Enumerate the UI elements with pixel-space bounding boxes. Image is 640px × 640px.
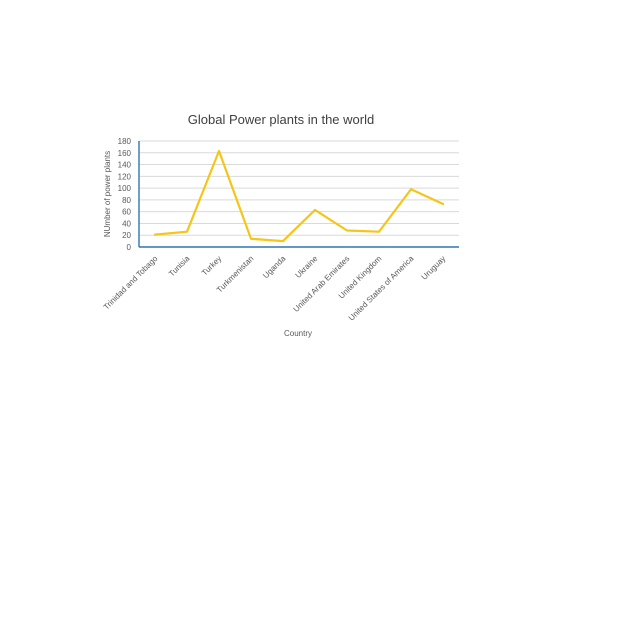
y-tick-label: 40 [122, 219, 131, 228]
y-tick-label: 120 [118, 172, 132, 181]
y-tick-label: 0 [127, 243, 132, 252]
x-tick-label: Uruguay [420, 254, 448, 282]
y-tick-label: 160 [118, 149, 132, 158]
x-tick-label: Turkey [200, 254, 223, 277]
y-tick-label: 180 [118, 137, 132, 146]
y-axis-title: NUmber of power plants [103, 151, 112, 237]
x-tick-label: United States of America [347, 254, 416, 323]
x-tick-label: Uganda [261, 254, 288, 281]
x-tick-label: Tunisia [167, 254, 192, 279]
series-line [153, 149, 445, 243]
gridlines [139, 140, 459, 236]
y-tick-label: 60 [122, 208, 131, 217]
y-tick-label: 140 [118, 161, 132, 170]
y-tick-label: 20 [122, 231, 131, 240]
x-tick-label: United Arab Emirates [292, 254, 352, 314]
y-tick-label: 100 [118, 184, 132, 193]
x-tick-label: Trinidad and Tobago [102, 254, 160, 312]
x-axis-title: Country [284, 329, 312, 338]
y-tick-label: 80 [122, 196, 131, 205]
x-tick-labels: Trinidad and Tobago Tunisia TurkeyTurkmeni… [102, 254, 448, 323]
chart-title: Global Power plants in the world [188, 112, 374, 127]
y-tick-labels: 0 20 40 60 80 100 120 140 160 180 [118, 137, 132, 252]
x-tick-label: Ukraine [294, 254, 320, 280]
